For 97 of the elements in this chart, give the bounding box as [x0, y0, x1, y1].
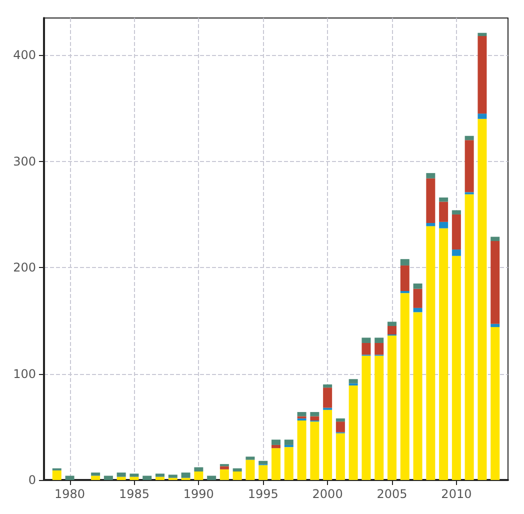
bar — [310, 422, 320, 480]
bar — [258, 460, 268, 464]
bar — [297, 420, 306, 480]
bar — [130, 476, 139, 480]
bar — [272, 440, 280, 445]
bar — [336, 418, 345, 422]
bar — [478, 36, 487, 114]
bar — [490, 241, 500, 324]
bar — [439, 202, 448, 222]
y-tick-label: 200 — [13, 260, 36, 275]
bar — [284, 440, 294, 445]
bar — [168, 474, 178, 478]
y-tick-label: 0 — [28, 473, 36, 487]
bar — [232, 468, 242, 472]
bar — [452, 214, 461, 250]
bar — [388, 336, 396, 480]
bar — [297, 418, 306, 421]
bar — [413, 284, 422, 289]
bar — [439, 222, 448, 228]
bar — [362, 342, 371, 355]
bar — [452, 250, 461, 256]
bar — [272, 444, 280, 448]
bar — [284, 447, 294, 480]
bar — [156, 474, 164, 477]
y-tick-label: 300 — [13, 154, 36, 168]
bar — [220, 469, 229, 480]
bar — [426, 173, 436, 178]
bar — [323, 388, 332, 408]
bar — [478, 114, 487, 119]
bar — [374, 338, 384, 343]
bar — [336, 422, 345, 432]
y-tick-label: 100 — [13, 366, 36, 381]
bar — [116, 472, 126, 477]
x-tick-label: 2000 — [312, 487, 343, 501]
bar — [156, 476, 164, 480]
bar — [220, 466, 229, 470]
bar — [400, 290, 410, 294]
bar — [130, 474, 139, 477]
bar — [374, 342, 384, 355]
bar — [116, 476, 126, 480]
x-tick-label: 2005 — [376, 487, 408, 501]
bar — [388, 326, 396, 334]
bar — [490, 327, 500, 480]
bar — [400, 265, 410, 291]
x-tick-label: 1985 — [118, 487, 150, 501]
bar — [478, 32, 487, 36]
bar — [323, 384, 332, 388]
bar — [65, 476, 74, 480]
bar — [464, 136, 474, 140]
bar — [413, 312, 422, 480]
bar — [336, 433, 345, 480]
bar — [426, 222, 436, 226]
bar — [232, 472, 242, 480]
bar — [439, 228, 448, 480]
bar — [284, 444, 294, 448]
x-tick-label: 2010 — [441, 487, 472, 501]
bar — [272, 448, 280, 480]
bar — [490, 324, 500, 328]
bar — [297, 412, 306, 416]
bar — [323, 410, 332, 480]
bar — [91, 472, 100, 476]
bar — [374, 356, 384, 480]
bar — [142, 476, 152, 480]
bar — [246, 456, 255, 460]
bar — [362, 356, 371, 480]
bar — [104, 476, 113, 480]
bar — [400, 259, 410, 266]
bar — [258, 465, 268, 480]
bar — [478, 118, 487, 480]
bar — [246, 460, 255, 480]
bar — [348, 379, 358, 384]
bar — [194, 472, 204, 480]
bar — [413, 308, 422, 312]
bar — [348, 385, 358, 480]
x-tick-label: 1990 — [183, 487, 214, 501]
bar — [388, 322, 396, 326]
x-tick-label: 1995 — [248, 487, 278, 501]
bar — [426, 178, 436, 223]
bar — [400, 293, 410, 480]
bar — [310, 412, 320, 416]
bar — [452, 256, 461, 480]
bar — [52, 470, 62, 480]
bar — [464, 194, 474, 480]
bar — [181, 472, 190, 478]
bar — [426, 226, 436, 480]
y-tick-label: 400 — [13, 48, 36, 62]
bar — [362, 338, 371, 343]
bar — [490, 236, 500, 242]
x-tick-label: 1980 — [54, 487, 86, 501]
bar — [194, 467, 204, 472]
bar — [207, 476, 216, 480]
bar — [91, 476, 100, 480]
bar — [439, 197, 448, 202]
bar — [310, 416, 320, 421]
bar — [464, 140, 474, 192]
bar — [452, 210, 461, 214]
bar — [413, 288, 422, 308]
